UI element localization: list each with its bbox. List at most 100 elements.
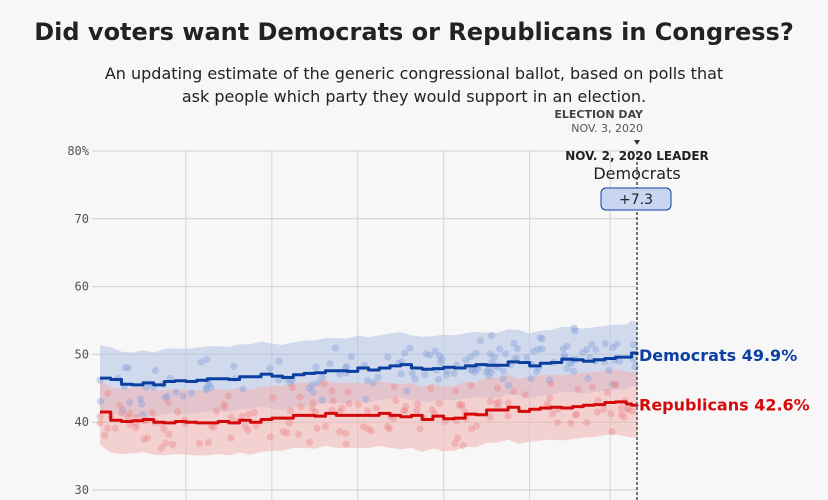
democrats-poll-dot [436,352,444,360]
republicans-poll-dot [472,422,480,430]
democrats-poll-dot [431,347,439,355]
republicans-poll-dot [486,413,494,421]
democrats-poll-dot [505,381,513,390]
democrats-poll-dot [467,365,475,374]
leader-margin-value: +7.3 [619,192,653,208]
republicans-poll-dot [104,424,112,432]
election-day-label: ELECTION DAY [554,108,644,121]
republicans-poll-dot [157,444,165,452]
republicans-poll-dot [392,396,400,405]
republicans-poll-dot [546,394,554,402]
democrats-poll-dot [139,411,147,419]
republicans-poll-dot [492,399,500,408]
republicans-poll-dot [521,391,529,399]
republicans-poll-dot [195,439,204,448]
democrats-poll-dot [239,385,247,393]
democrats-poll-dot [468,366,476,374]
democrats-poll-dot [275,376,283,384]
republicans-poll-dot [607,410,615,418]
republicans-poll-dot [336,428,344,436]
democrats-poll-dot [563,364,571,373]
republicans-poll-dot [594,397,602,405]
band-layer [100,320,637,456]
republicans-poll-dot [266,433,274,441]
republicans-poll-dot [428,406,436,414]
democrats-poll-dot [491,353,499,361]
democrats-poll-dot [138,400,146,408]
republicans-poll-dot [454,434,462,442]
republicans-poll-dot [165,430,173,439]
republicans-poll-dot [383,422,392,430]
democrats-poll-dot [369,379,377,387]
republicans-poll-dot [416,425,424,433]
republicans-poll-dot [321,422,329,431]
democrats-poll-dot [309,388,317,396]
republicans-poll-dot [162,439,170,447]
democrats-poll-dot [363,376,372,385]
democrats-poll-dot [476,337,484,345]
republicans-poll-dot [241,422,249,431]
republicans-poll-dot [160,425,168,433]
republicans-poll-dot [600,405,608,413]
republicans-poll-dot [297,403,305,411]
democrats-poll-dot [119,406,127,414]
republicans-poll-dot [204,438,212,446]
republicans-poll-dot [164,398,172,407]
republicans-poll-dot [467,425,476,433]
election-day-date: NOV. 3, 2020 [571,122,643,135]
democrats-poll-dot [601,340,609,348]
republicans-poll-dot [296,393,304,401]
democrats-poll-dot [510,339,518,347]
republicans-poll-dot [504,412,512,420]
democrats-poll-dot [532,368,541,376]
democrats-poll-dot [586,353,594,362]
republicans-poll-dot [495,398,503,406]
democrats-poll-dot [486,350,495,358]
election-day-arrow-icon [634,140,640,145]
republicans-poll-dot [101,431,109,439]
republicans-poll-dot [354,400,362,408]
republicans-uncertainty-band [100,369,637,456]
democrats-poll-dot [411,375,419,383]
democrats-poll-dot [318,373,326,381]
republicans-poll-dot [345,400,353,408]
democrats-poll-dot [312,363,320,371]
republicans-poll-dot [212,407,220,415]
republicans-poll-dot [279,428,287,436]
democrats-poll-dot [472,349,480,357]
republicans-poll-dot [372,404,380,412]
y-tick-label: 30 [75,483,89,497]
republicans-poll-dot [308,404,316,413]
republicans-poll-dot [435,399,443,407]
democrats-poll-dot [437,358,445,367]
democrats-poll-dot [314,379,322,387]
democrats-poll-dot [205,381,213,389]
republicans-poll-dot [400,407,408,415]
republicans-poll-dot [245,410,253,418]
democrats-poll-dot [266,364,274,372]
democrats-poll-dot [592,346,600,354]
democrats-poll-dot [408,369,416,377]
democrats-poll-dot [571,327,579,335]
democrats-poll-dot [203,356,211,364]
democrats-poll-dot [426,351,434,359]
chart-title: Did voters want Democrats or Republicans… [34,18,794,46]
chart-subtitle: An updating estimate of the generic cong… [104,64,724,106]
republicans-poll-dot [132,424,140,432]
republicans-poll-dot [608,427,616,436]
y-tick-label: 40 [75,415,89,429]
democrats-poll-dot [488,368,496,376]
democrats-poll-dot [331,344,339,352]
democrats-poll-dot [487,331,496,340]
democrats-poll-dot [188,389,196,397]
republicans-poll-dot [209,423,218,431]
republicans-poll-dot [413,406,421,414]
democrats-poll-dot [613,340,621,348]
republicans-poll-dot [288,384,297,392]
democrats-poll-dot [421,371,429,379]
democrats-poll-dot [97,397,105,405]
democrats-poll-dot [384,353,392,361]
democrats-poll-dot [172,388,180,396]
democrats-poll-dot [422,350,430,358]
